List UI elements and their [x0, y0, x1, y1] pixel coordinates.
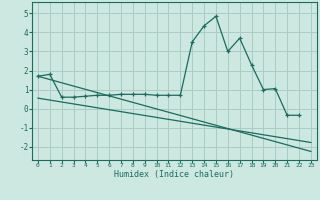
X-axis label: Humidex (Indice chaleur): Humidex (Indice chaleur): [115, 170, 234, 179]
